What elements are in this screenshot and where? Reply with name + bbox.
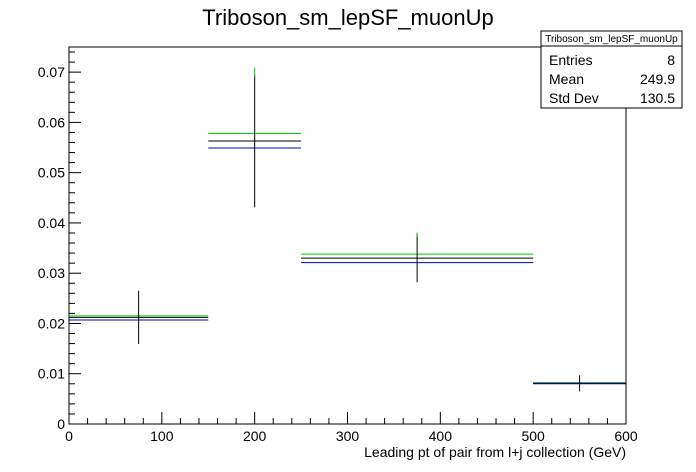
x-tick-label: 400 [429, 428, 453, 444]
stats-box-header: Triboson_sm_lepSF_muonUp [545, 34, 678, 45]
y-tick-label: 0.06 [38, 114, 65, 130]
plot-title: Triboson_sm_lepSF_muonUp [202, 5, 493, 30]
x-tick-label: 200 [243, 428, 267, 444]
stats-box-frame [540, 30, 683, 109]
y-tick-label: 0.07 [38, 64, 65, 80]
stats-box: Triboson_sm_lepSF_muonUp Entries 8 Mean … [540, 30, 683, 109]
stats-entries-value: 8 [667, 52, 675, 68]
x-axis-title: Leading pt of pair from l+j collection (… [364, 444, 626, 460]
x-tick-label: 100 [150, 428, 174, 444]
stats-entries-label: Entries [549, 52, 593, 68]
y-tick-label: 0 [57, 416, 65, 432]
x-tick-label: 300 [336, 428, 360, 444]
y-axis: 0 0.01 0.02 0.03 0.04 0.05 0.06 0.07 [38, 51, 81, 432]
stats-stddev-value: 130.5 [640, 90, 675, 106]
stats-mean-label: Mean [549, 71, 584, 87]
stats-mean-value: 249.9 [640, 71, 675, 87]
stats-stddev-label: Std Dev [549, 90, 599, 106]
y-tick-label: 0.03 [38, 265, 65, 281]
y-tick-label: 0.05 [38, 165, 65, 181]
y-tick-label: 0.04 [38, 215, 65, 231]
y-tick-label: 0.01 [38, 366, 65, 382]
x-axis: 0 100 200 300 400 500 600 [65, 412, 638, 444]
x-tick-label: 0 [65, 428, 73, 444]
x-tick-label: 500 [521, 428, 545, 444]
x-tick-label: 600 [614, 428, 638, 444]
series-layer [69, 67, 626, 392]
y-tick-label: 0.02 [38, 315, 65, 331]
